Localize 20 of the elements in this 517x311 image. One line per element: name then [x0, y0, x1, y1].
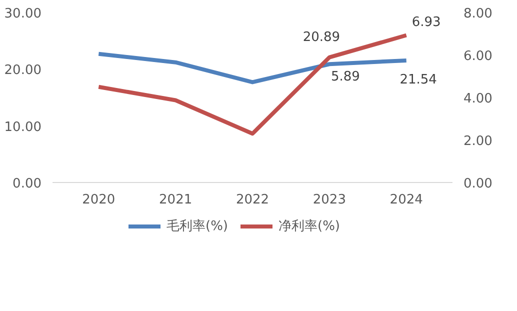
y-tick-label: 0.00 [12, 176, 42, 192]
legend-label: 净利率(%) [278, 218, 340, 234]
data-label: 5.89 [330, 69, 360, 84]
x-tick-label: 2021 [159, 192, 192, 208]
y2-tick-label: 4.00 [464, 92, 492, 106]
data-label: 20.89 [302, 30, 340, 46]
data-label: 6.93 [412, 15, 441, 30]
x-tick-label: 2022 [236, 192, 270, 208]
data-label: 21.54 [400, 72, 437, 88]
y2-tick-label: 8.00 [464, 6, 492, 22]
y2-tick-label: 2.00 [464, 134, 492, 149]
legend-label: 毛利率(%) [166, 218, 228, 234]
x-tick-label: 2020 [82, 192, 116, 208]
y-tick-label: 10.00 [4, 120, 42, 135]
x-tick-label: 2023 [312, 192, 346, 208]
y2-tick-label: 0.00 [464, 176, 492, 192]
y2-tick-label: 6.00 [464, 49, 492, 64]
x-tick-label: 2024 [390, 192, 423, 208]
y-tick-label: 30.00 [4, 6, 42, 22]
y-tick-label: 20.00 [4, 63, 42, 78]
